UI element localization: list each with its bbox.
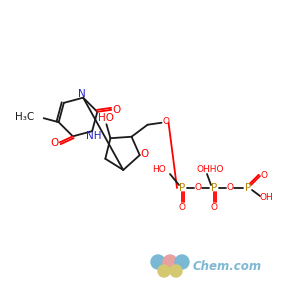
Text: P: P <box>179 183 185 193</box>
Circle shape <box>170 265 182 277</box>
Text: O: O <box>112 105 120 115</box>
Text: H₃C: H₃C <box>15 112 35 122</box>
Text: P: P <box>245 183 251 193</box>
Circle shape <box>158 265 170 277</box>
Text: O: O <box>194 182 202 191</box>
Text: NH: NH <box>86 131 102 141</box>
Text: O: O <box>178 202 185 211</box>
Text: Chem.com: Chem.com <box>193 260 262 272</box>
Text: P: P <box>211 183 217 193</box>
Text: O: O <box>211 202 218 211</box>
Text: O: O <box>51 138 59 148</box>
Text: HO: HO <box>98 113 114 123</box>
Text: O: O <box>226 182 233 191</box>
Text: OHHO: OHHO <box>196 164 224 173</box>
Text: HO: HO <box>152 164 166 173</box>
Text: O: O <box>260 170 268 179</box>
Circle shape <box>175 255 189 269</box>
Circle shape <box>163 255 177 269</box>
Text: N: N <box>78 89 86 99</box>
Text: O: O <box>162 117 169 126</box>
Text: OH: OH <box>259 193 273 202</box>
Text: O: O <box>141 149 149 159</box>
Circle shape <box>151 255 165 269</box>
